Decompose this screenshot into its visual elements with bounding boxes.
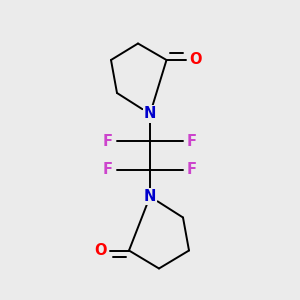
Text: F: F [103,134,113,148]
Text: O: O [94,243,107,258]
Text: F: F [187,162,197,177]
Text: N: N [144,189,156,204]
Text: F: F [187,134,197,148]
Text: F: F [103,162,113,177]
Text: O: O [189,52,201,68]
Text: N: N [144,106,156,122]
